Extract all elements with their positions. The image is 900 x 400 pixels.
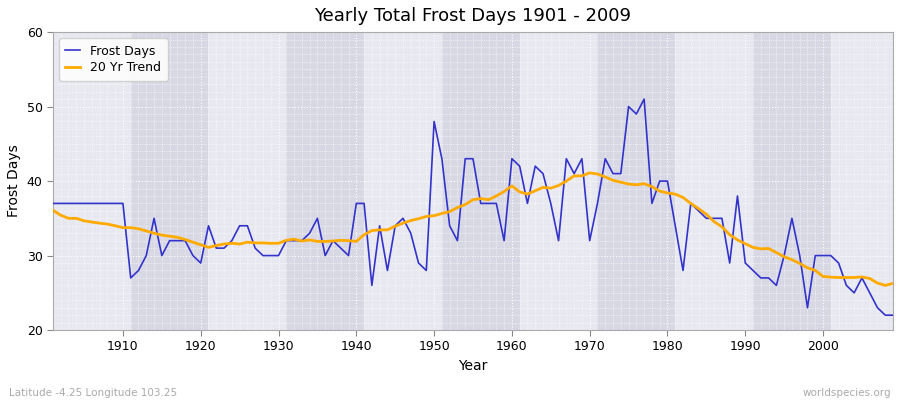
Bar [442, 32, 519, 330]
Frost Days [507, 156, 517, 161]
Bar [130, 32, 209, 330]
20 Yr Trend [328, 239, 338, 244]
Bar [753, 32, 831, 330]
Bar [209, 32, 286, 330]
Frost Days [499, 238, 509, 243]
Title: Yearly Total Frost Days 1901 - 2009: Yearly Total Frost Days 1901 - 2009 [314, 7, 632, 25]
20 Yr Trend [880, 283, 891, 288]
20 Yr Trend [887, 281, 898, 286]
Frost Days [599, 156, 610, 161]
20 Yr Trend [608, 178, 618, 183]
20 Yr Trend [281, 238, 292, 243]
Frost Days [880, 313, 891, 318]
Bar [286, 32, 364, 330]
20 Yr Trend [48, 208, 58, 212]
20 Yr Trend [507, 184, 517, 188]
20 Yr Trend [499, 189, 509, 194]
Frost Days [639, 97, 650, 102]
Bar [53, 32, 130, 330]
Bar [364, 32, 442, 330]
Legend: Frost Days, 20 Yr Trend: Frost Days, 20 Yr Trend [59, 38, 167, 80]
Bar [831, 32, 900, 330]
Bar [675, 32, 753, 330]
Frost Days [48, 201, 58, 206]
Line: 20 Yr Trend: 20 Yr Trend [53, 173, 893, 285]
20 Yr Trend [110, 223, 121, 228]
Bar [598, 32, 675, 330]
Frost Days [328, 238, 338, 243]
Frost Days [110, 201, 121, 206]
Frost Days [281, 238, 292, 243]
20 Yr Trend [584, 170, 595, 175]
Y-axis label: Frost Days: Frost Days [7, 145, 21, 218]
Bar [519, 32, 598, 330]
Frost Days [887, 313, 898, 318]
Text: Latitude -4.25 Longitude 103.25: Latitude -4.25 Longitude 103.25 [9, 388, 177, 398]
Line: Frost Days: Frost Days [53, 99, 893, 315]
Text: worldspecies.org: worldspecies.org [803, 388, 891, 398]
X-axis label: Year: Year [458, 359, 488, 373]
